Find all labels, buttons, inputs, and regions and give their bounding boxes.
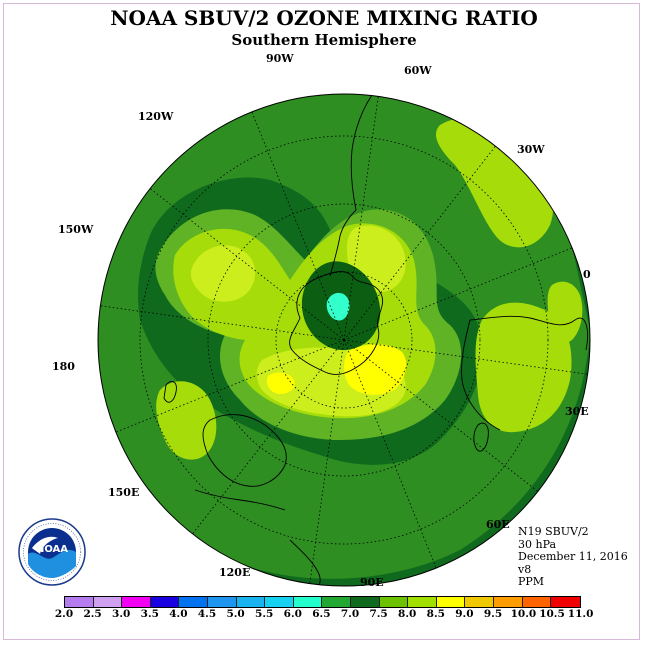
colorbar-tick-label: 3.0: [112, 608, 131, 620]
noaa-logo: NOAA: [18, 518, 86, 586]
colorbar-tick-label: 3.5: [140, 608, 159, 620]
meridian-line: [251, 111, 345, 341]
meridian-line: [343, 339, 588, 375]
instrument-label: N19 SBUV/2: [518, 525, 589, 538]
meridian-line: [343, 96, 379, 341]
ozone-pole-minimum: [326, 292, 350, 321]
units-label: PPM: [518, 575, 545, 588]
ozone-contour-light: [547, 281, 583, 344]
ozone-contour-light: [156, 381, 217, 460]
colorbar-tick-label: 9.5: [483, 608, 503, 620]
colorbar-segment: [493, 597, 523, 607]
colorbar-tick-label: 10.5: [539, 608, 565, 620]
meridian-line: [100, 305, 345, 341]
meridians: [100, 96, 588, 584]
colorbar-segment: [207, 597, 237, 607]
colorbar-segment: [293, 597, 323, 607]
colorbar-segment: [179, 597, 208, 607]
meridian-line: [343, 339, 437, 569]
colorbar-segment: [322, 597, 351, 607]
colorbar-tick-label: 2.5: [83, 608, 102, 620]
colorbar-ticks: 2.0 2.5 3.0 3.5 4.0 4.5 5.0 5.5 6.0 6.5 7.0 7.5 8.0 8…: [54, 608, 596, 622]
colorbar-segment: [551, 597, 580, 607]
colorbar-tick-label: 4.5: [197, 608, 217, 620]
lon-label-90e: 90E: [360, 576, 384, 589]
lon-label-60w: 60W: [404, 64, 432, 77]
lon-label-0: 0: [583, 268, 591, 281]
ozone-field: [98, 94, 590, 586]
colorbar-tick-label: 6.5: [312, 608, 331, 620]
meridian-line: [343, 247, 573, 341]
globe-outline: [97, 93, 591, 587]
colorbar-segment: [379, 597, 409, 607]
meridian-line: [115, 339, 345, 433]
colorbar-tick-label: 5.5: [255, 608, 274, 620]
noaa-logo-text: NOAA: [36, 544, 68, 555]
lon-label-180: 180: [52, 360, 75, 373]
lon-label-120e: 120E: [219, 566, 251, 579]
colorbar-tick-label: 8.5: [426, 608, 445, 620]
ozone-contour-light: [475, 302, 572, 433]
pressure-level-label: 30 hPa: [518, 537, 557, 551]
colorbar-tick-label: 10.0: [510, 608, 537, 620]
ozone-contour-lighter: [190, 245, 256, 302]
colorbar-tick-label: 5.0: [226, 608, 245, 620]
meridian-line: [149, 188, 345, 341]
meridian-line: [192, 339, 345, 535]
colorbar-tick-label: 7.5: [369, 608, 388, 620]
graticule: [139, 135, 549, 545]
colorbar-segment: [265, 597, 294, 607]
map-title: NOAA SBUV/2 OZONE MIXING RATIO: [110, 6, 538, 30]
colorbar-tick-label: 2.0: [54, 608, 74, 620]
colorbar-segment: [150, 597, 180, 607]
colorbar-tick-label: 8.0: [398, 608, 417, 620]
colorbar-segment: [436, 597, 466, 607]
colorbar-tick-label: 7.0: [340, 608, 360, 620]
colorbar-tick-label: 4.0: [169, 608, 188, 620]
colorbar-segment: [350, 597, 380, 607]
meridian-line: [343, 145, 496, 341]
colorbar: [64, 596, 581, 608]
meridian-line: [309, 339, 345, 584]
meridian-line: [343, 339, 539, 492]
colorbar-segment: [122, 597, 151, 607]
colorbar-tick-label: 6.0: [283, 608, 302, 620]
lon-label-150w: 150W: [58, 223, 94, 236]
colorbar-segment: [236, 597, 266, 607]
lon-label-30e: 30E: [565, 405, 589, 418]
version-label: v8: [518, 562, 532, 576]
colorbar-tick-label: 11.0: [567, 608, 594, 620]
lon-label-30w: 30W: [517, 143, 545, 156]
colorbar-segment: [408, 597, 437, 607]
info-block: N19 SBUV/2 30 hPa December 11, 2016 v8 P…: [518, 525, 628, 589]
lon-label-150e: 150E: [108, 486, 140, 499]
date-label: December 11, 2016: [518, 550, 628, 563]
lon-label-90w: 90W: [266, 52, 294, 65]
colorbar-segment: [93, 597, 123, 607]
colorbar-segment: [522, 597, 552, 607]
lon-label-120w: 120W: [138, 110, 174, 123]
colorbar-segment: [465, 597, 494, 607]
colorbar-segment: [65, 597, 94, 607]
map-subtitle: Southern Hemisphere: [231, 31, 417, 49]
ozone-maximum: [344, 344, 407, 395]
lon-label-60e: 60E: [486, 518, 510, 531]
colorbar-tick-label: 9.0: [455, 608, 474, 620]
